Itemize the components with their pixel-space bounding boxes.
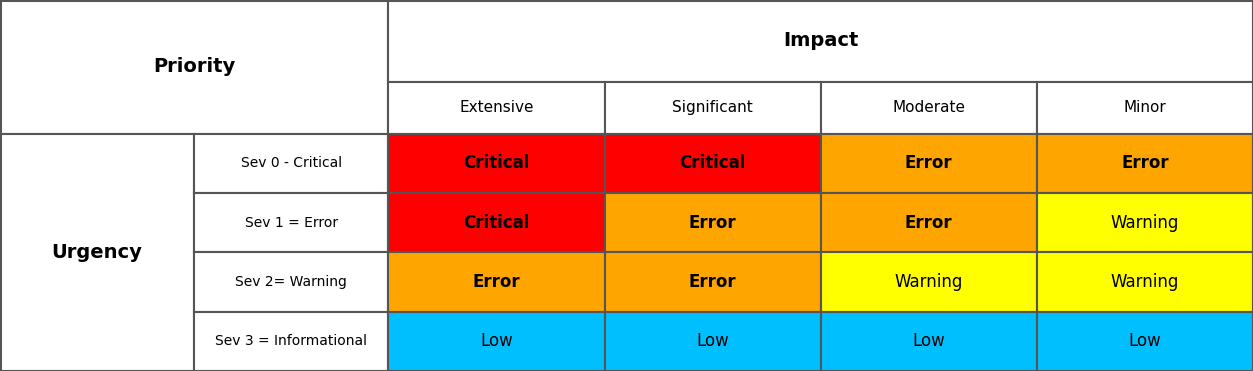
Bar [0, 134, 194, 371]
Text: Error: Error [1121, 154, 1169, 172]
Bar [821, 252, 1036, 312]
Bar [388, 134, 605, 193]
Bar [605, 252, 821, 312]
Text: Warning: Warning [895, 273, 964, 291]
Bar [1036, 312, 1253, 371]
Text: Low: Low [1129, 332, 1162, 350]
Text: Moderate: Moderate [892, 100, 965, 115]
Text: Low: Low [697, 332, 729, 350]
Text: Sev 2= Warning: Sev 2= Warning [236, 275, 347, 289]
Bar [194, 252, 388, 312]
Text: Sev 3 = Informational: Sev 3 = Informational [216, 334, 367, 348]
Text: Warning: Warning [1110, 214, 1179, 232]
Bar [821, 193, 1036, 252]
Bar [605, 193, 821, 252]
Text: Error: Error [689, 273, 737, 291]
Text: Low: Low [912, 332, 945, 350]
Text: Error: Error [689, 214, 737, 232]
Text: Urgency: Urgency [51, 243, 143, 262]
Text: Critical: Critical [464, 214, 530, 232]
Bar [388, 312, 605, 371]
Text: Impact: Impact [783, 31, 858, 50]
Bar [388, 252, 605, 312]
Text: Critical: Critical [679, 154, 746, 172]
Bar [194, 193, 388, 252]
Text: Critical: Critical [464, 154, 530, 172]
Text: Significant: Significant [673, 100, 753, 115]
Bar [821, 82, 1036, 134]
Bar [1036, 82, 1253, 134]
Bar [1036, 252, 1253, 312]
Text: Low: Low [480, 332, 512, 350]
Bar [388, 0, 1253, 82]
Text: Priority: Priority [153, 57, 236, 76]
Bar [821, 312, 1036, 371]
Text: Sev 0 - Critical: Sev 0 - Critical [241, 156, 342, 170]
Bar [388, 193, 605, 252]
Bar [194, 134, 388, 193]
Bar [0, 0, 388, 134]
Bar [605, 312, 821, 371]
Bar [605, 134, 821, 193]
Bar [388, 82, 605, 134]
Text: Minor: Minor [1124, 100, 1167, 115]
Text: Sev 1 = Error: Sev 1 = Error [244, 216, 338, 230]
Text: Warning: Warning [1110, 273, 1179, 291]
Bar [821, 134, 1036, 193]
Text: Error: Error [472, 273, 520, 291]
Text: Error: Error [905, 214, 952, 232]
Text: Extensive: Extensive [460, 100, 534, 115]
Bar [1036, 134, 1253, 193]
Text: Error: Error [905, 154, 952, 172]
Bar [194, 312, 388, 371]
Bar [605, 82, 821, 134]
Bar [1036, 193, 1253, 252]
